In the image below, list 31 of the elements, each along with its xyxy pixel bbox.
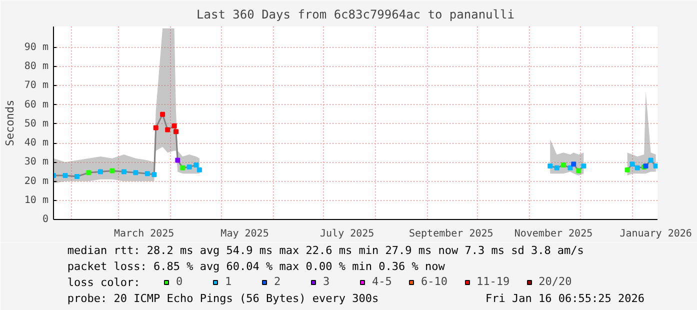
legend-label: 6-10 bbox=[421, 275, 448, 288]
x-tick-label: November 2025 bbox=[514, 228, 593, 240]
x-tick-label: January 2026 bbox=[620, 228, 692, 240]
legend-label: 4-5 bbox=[372, 275, 392, 288]
y-tick-label: 50 m bbox=[24, 118, 49, 130]
legend-label: 11-19 bbox=[476, 275, 510, 288]
text: packet loss: 6.85 % avg 60.04 % max 0.00 % min 0.36 % now bbox=[67, 260, 446, 273]
chart-title: Last 360 Days from 6c83c79964ac to pananulli bbox=[196, 8, 514, 22]
legend-label: 20/20 bbox=[538, 275, 572, 288]
y-tick-label: 90 m bbox=[24, 42, 49, 54]
x-tick-label: July 2025 bbox=[320, 228, 374, 240]
x-tick-label: May 2025 bbox=[220, 228, 269, 240]
x-tick-label: March 2025 bbox=[114, 228, 174, 240]
text: Fri Jan 16 06:55:25 2026 bbox=[486, 292, 645, 305]
legend-label: 2 bbox=[274, 275, 282, 288]
y-tick-label: 0 bbox=[42, 214, 49, 225]
y-tick-label: 70 m bbox=[24, 80, 49, 92]
legend-label: 0 bbox=[176, 275, 184, 288]
x-tick-label: September 2025 bbox=[408, 228, 494, 240]
legend-title: loss color: bbox=[67, 276, 140, 289]
y-axis-title: Seconds bbox=[3, 100, 16, 146]
y-tick-label: 60 m bbox=[24, 99, 49, 110]
y-tick-label: 20 m bbox=[24, 176, 49, 187]
y-tick-label: 10 m bbox=[24, 194, 49, 206]
y-tick-label: 80 m bbox=[24, 61, 49, 72]
legend-label: 1 bbox=[225, 275, 233, 288]
y-tick-label: 30 m bbox=[24, 156, 49, 168]
legend-label: 3 bbox=[323, 275, 331, 288]
text: probe: 20 ICMP Echo Pings (56 Bytes) every 300s bbox=[67, 292, 379, 305]
text: median rtt: 28.2 ms avg 54.9 ms max 22.6 ms min 27.9 ms now 7.3 ms sd 3.8 am/s bbox=[67, 244, 584, 257]
y-tick-label: 40 m bbox=[24, 138, 49, 149]
